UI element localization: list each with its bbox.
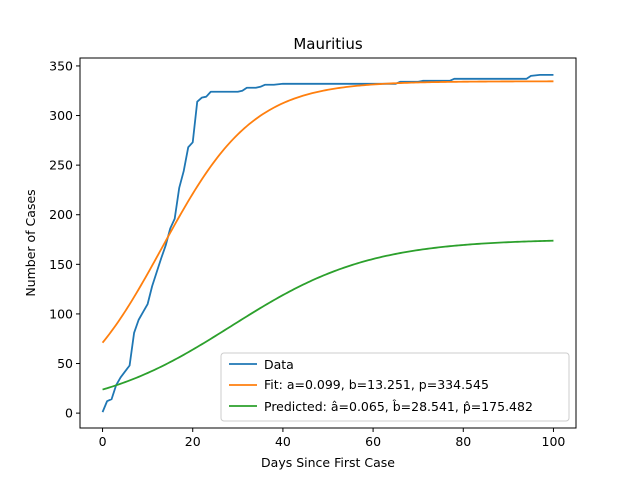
x-tick-label: 100 [542, 434, 566, 449]
legend-label-fit: Fit: a=0.099, b=13.251, p=334.545 [264, 377, 489, 392]
legend-box [220, 352, 570, 422]
y-tick-label: 100 [49, 306, 73, 321]
plot-frame [79, 57, 577, 429]
legend-label-predicted: Predicted: â=0.065, b̂=28.541, p̂=175.48… [264, 399, 533, 414]
x-tick-label: 80 [455, 434, 471, 449]
legend-label-data: Data [264, 357, 294, 372]
y-tick-label: 200 [49, 207, 73, 222]
y-axis-ticks: 0 50 100 150 200 250 300 350 [49, 58, 80, 421]
legend: Data Fit: a=0.099, b=13.251, p=334.545 P… [220, 352, 570, 422]
series-predicted-line [102, 239, 554, 391]
y-tick-label: 0 [65, 406, 73, 421]
x-axis-label: Days Since First Case [261, 455, 395, 470]
x-axis-ticks: 0 20 40 60 80 100 [99, 428, 566, 449]
x-tick-label: 60 [365, 434, 381, 449]
y-tick-label: 50 [57, 356, 73, 371]
series-fit-line [101, 80, 554, 344]
y-tick-label: 150 [49, 257, 73, 272]
y-tick-label: 300 [49, 108, 73, 123]
series-data-line [101, 73, 554, 413]
y-tick-label: 350 [49, 58, 73, 73]
y-tick-label: 250 [49, 158, 73, 173]
series-layer [101, 73, 554, 413]
x-tick-label: 0 [99, 434, 107, 449]
x-tick-label: 20 [185, 434, 201, 449]
x-tick-label: 40 [275, 434, 291, 449]
y-axis-label: Number of Cases [23, 189, 38, 296]
chart-title: Mauritius [293, 35, 363, 53]
